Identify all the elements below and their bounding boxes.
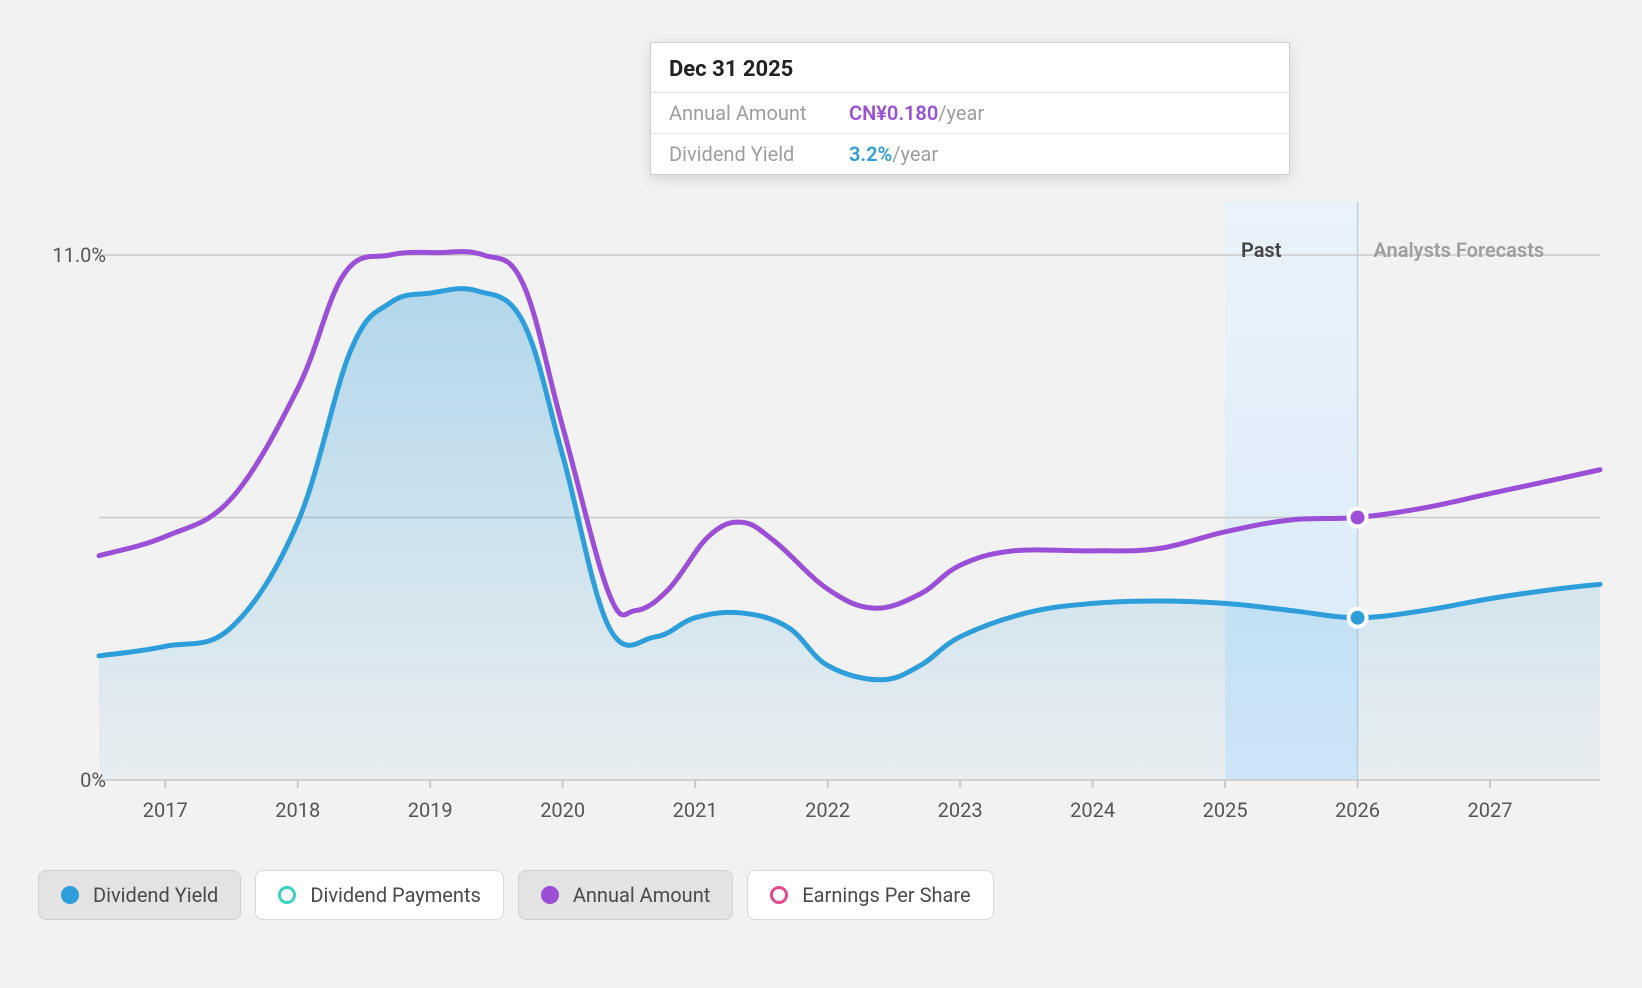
tooltip: Dec 31 2025 Annual AmountCN¥0.180/yearDi… <box>650 42 1290 175</box>
chart-container: 11.0% 0% 2017 2018 2019 2020 2021 2022 2023 202… <box>0 0 1642 988</box>
x-tick-label: 2023 <box>938 798 983 822</box>
dividend-yield-marker[interactable] <box>1351 611 1365 625</box>
annual-amount-marker[interactable] <box>1351 510 1365 524</box>
legend-chip-eps[interactable]: Earnings Per Share <box>747 870 993 920</box>
tooltip-row-value: 3.2%/year <box>849 142 938 166</box>
legend-dot-icon <box>61 886 79 904</box>
legend-chip-label: Dividend Payments <box>310 883 480 907</box>
x-tick-label: 2024 <box>1070 798 1115 822</box>
x-tick-label: 2027 <box>1468 798 1513 822</box>
x-tick-label: 2026 <box>1335 798 1380 822</box>
y-tick-label-top: 11.0% <box>46 243 106 267</box>
phase-label-past: Past <box>1241 238 1281 262</box>
legend-chip-annual_amount[interactable]: Annual Amount <box>518 870 733 920</box>
tooltip-row-label: Annual Amount <box>669 101 849 125</box>
phase-label-forecast: Analysts Forecasts <box>1373 238 1544 262</box>
legend-ring-icon <box>770 886 788 904</box>
x-tick-label: 2017 <box>143 798 188 822</box>
legend-dot-icon <box>541 886 559 904</box>
tooltip-row-label: Dividend Yield <box>669 142 849 166</box>
dividend-yield-area <box>99 289 1600 780</box>
x-tick-label: 2025 <box>1203 798 1248 822</box>
tooltip-row: Annual AmountCN¥0.180/year <box>651 92 1289 133</box>
legend-chip-label: Annual Amount <box>573 883 710 907</box>
tooltip-title: Dec 31 2025 <box>651 43 1289 92</box>
legend-chip-dividend_payments[interactable]: Dividend Payments <box>255 870 503 920</box>
legend-chip-dividend_yield[interactable]: Dividend Yield <box>38 870 241 920</box>
tooltip-row: Dividend Yield3.2%/year <box>651 133 1289 174</box>
x-tick-label: 2020 <box>540 798 585 822</box>
legend-chip-label: Earnings Per Share <box>802 883 970 907</box>
tooltip-row-value: CN¥0.180/year <box>849 101 984 125</box>
legend: Dividend Yield Dividend Payments Annual Am… <box>38 870 994 920</box>
x-tick-label: 2021 <box>673 798 718 822</box>
x-tick-label: 2019 <box>408 798 453 822</box>
x-tick-label: 2018 <box>275 798 320 822</box>
legend-ring-icon <box>278 886 296 904</box>
y-tick-label-bottom: 0% <box>46 768 106 792</box>
x-tick-label: 2022 <box>805 798 850 822</box>
legend-chip-label: Dividend Yield <box>93 883 218 907</box>
